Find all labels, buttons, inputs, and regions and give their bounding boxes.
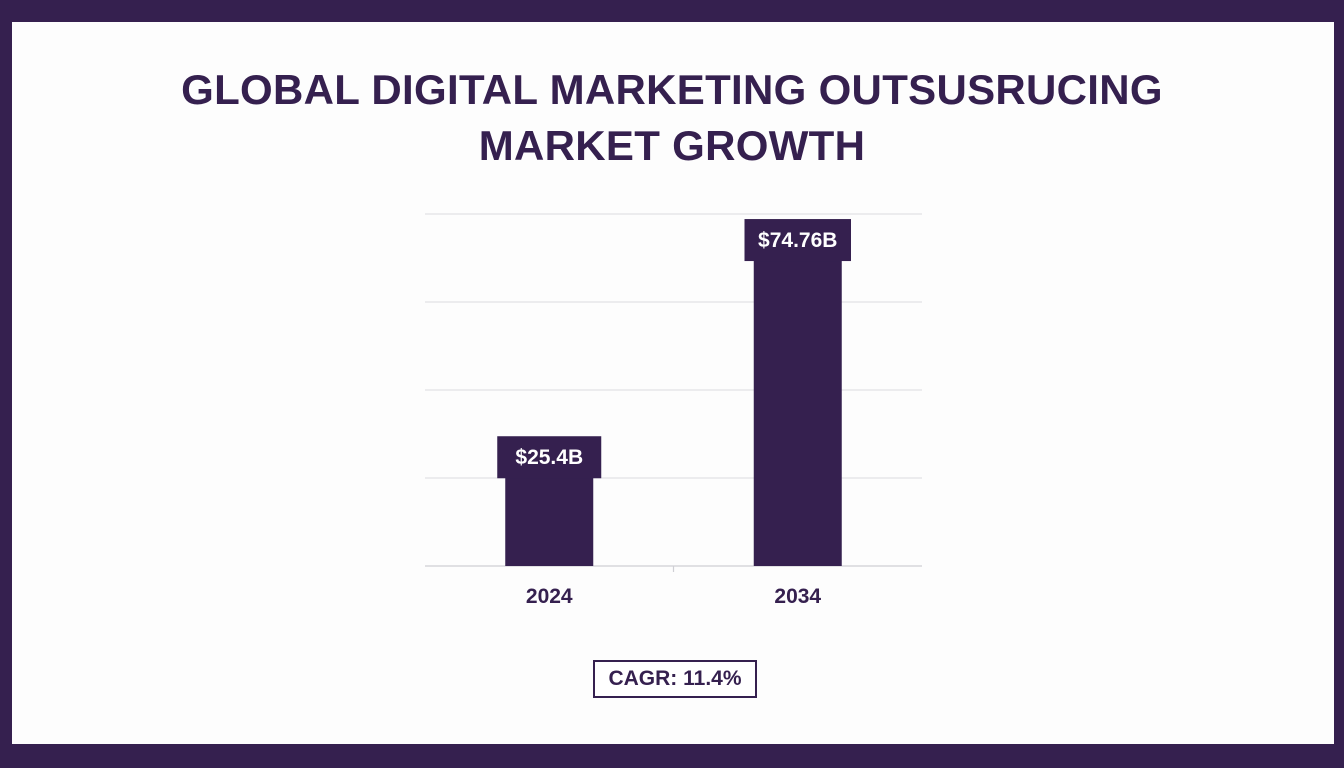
x-tick-labels: 2024 2034 [526, 585, 822, 608]
data-label-2024: $25.4B [515, 446, 583, 469]
chart-title: GLOBAL DIGITAL MARKETING OUTSUSRUCING MA… [0, 62, 1344, 174]
data-labels: $25.4B $74.76B [497, 219, 851, 479]
x-tick-label-2034: 2034 [774, 585, 821, 608]
gridlines [425, 213, 922, 572]
data-label-2034: $74.76B [758, 229, 837, 252]
chart-title-line-2: MARKET GROWTH [478, 122, 866, 169]
bars [505, 237, 842, 566]
chart-title-line-1: GLOBAL DIGITAL MARKETING OUTSUSRUCING [181, 66, 1163, 113]
chart-frame [12, 22, 1334, 744]
cagr-badge: CAGR: 11.4% [593, 660, 757, 698]
x-tick-label-2024: 2024 [526, 585, 573, 608]
data-label-box-2034 [744, 219, 851, 262]
data-label-box-2024 [497, 436, 602, 479]
cagr-text: CAGR: 11.4% [608, 667, 742, 690]
bar-2034 [753, 237, 842, 566]
